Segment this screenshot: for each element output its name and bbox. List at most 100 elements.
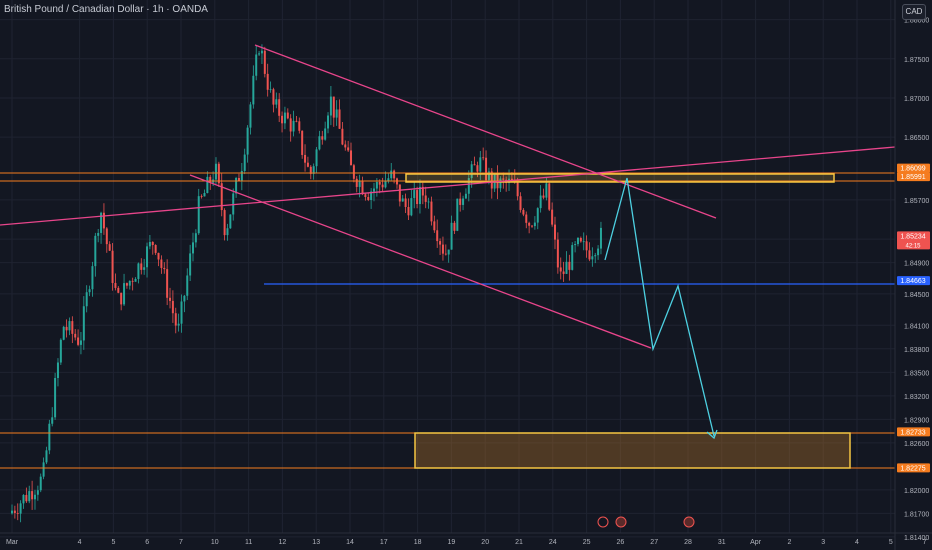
price-badge-label: 1.82733 [900,429,925,436]
candle-body [278,99,281,116]
candle-body [269,89,272,91]
candle-body [582,241,585,243]
candle-body [258,53,261,55]
candle-body [263,50,266,74]
time-tick-label: 4 [78,539,82,546]
candle-body [108,244,111,251]
time-tick-label: 27 [650,539,658,546]
candle-body [203,192,206,197]
pink-rising-trendline[interactable] [0,146,896,226]
event-icon[interactable] [615,516,627,528]
candle-body [318,136,321,150]
time-tick-label: 17 [380,539,388,546]
candle-body [324,128,327,140]
currency-button[interactable]: CAD [902,4,926,20]
candle-body [519,196,522,210]
candle-body [146,246,149,268]
candle-body [163,267,166,270]
candle-body [361,180,364,195]
candle-body [28,491,31,502]
candle-body [235,178,238,194]
candle-body [430,201,433,222]
candle-body [473,164,476,166]
price-badge [897,463,930,473]
candles [11,44,602,523]
candle-body [553,224,556,240]
price-badge [897,427,930,437]
candle-body [393,170,396,179]
candle-body [401,198,404,202]
candle-body [237,178,240,181]
candle-body [585,241,588,251]
time-tick-label: 18 [414,539,422,546]
candle-body [309,166,312,174]
candle-body [111,250,114,284]
candle-body [125,283,128,286]
candle-body [240,170,243,181]
candle-body [352,165,355,179]
candle-body [571,245,574,270]
candle-body [71,321,74,334]
candle-body [180,301,183,324]
price-tick-label: 1.82600 [904,441,929,448]
candle-body [372,188,375,192]
candle-body [536,208,539,223]
candle-body [576,238,579,245]
candle-body [384,180,387,188]
candle-body [490,171,493,189]
candle-body [533,222,536,227]
candle-body [232,193,235,215]
price-axis-bg[interactable] [895,0,932,550]
candle-body [31,491,34,500]
price-tick-label: 1.87500 [904,57,929,64]
time-tick-label: 28 [684,539,692,546]
target-zone-box[interactable] [414,432,851,469]
candle-body [13,510,16,514]
candle-body [421,186,424,196]
candle-body [143,267,146,270]
resistance-zone-box[interactable] [405,173,835,183]
candle-body [516,182,519,197]
candle-body [283,112,286,124]
candle-body [531,225,534,227]
candle-body [591,256,594,260]
time-tick-label: Apr [750,539,762,546]
event-icon[interactable] [683,516,695,528]
candle-body [186,275,189,296]
candle-body [416,190,419,204]
candle-body [82,306,85,341]
pink-lower-channel-line[interactable] [189,174,652,349]
price-badge-label: 1.84663 [900,278,925,285]
time-tick-label: 14 [346,539,354,546]
candle-body [551,209,554,225]
candle-body [68,321,71,331]
candle-body [11,510,13,514]
candle-body [85,292,88,307]
event-icon[interactable] [597,516,609,528]
candle-body [226,228,229,236]
time-tick-label: 2 [787,539,791,546]
candle-body [398,184,401,202]
time-tick-label: 19 [448,539,456,546]
candle-body [413,190,416,199]
candle-body [295,120,298,122]
candle-body [387,178,390,181]
candle-body [19,503,22,514]
candle-body [123,283,126,305]
candle-body [370,191,373,200]
candle-body [174,313,177,326]
candle-body [91,266,94,290]
candle-body [33,494,36,500]
projection-path[interactable] [604,177,715,437]
pink-upper-channel-line[interactable] [254,44,717,219]
candle-body [597,248,600,256]
candle-body [59,339,62,363]
time-tick-label: 10 [211,539,219,546]
price-tick-label: 1.84100 [904,323,929,330]
candle-body [151,242,154,246]
time-tick-label: 4 [855,539,859,546]
candle-body [88,289,91,293]
